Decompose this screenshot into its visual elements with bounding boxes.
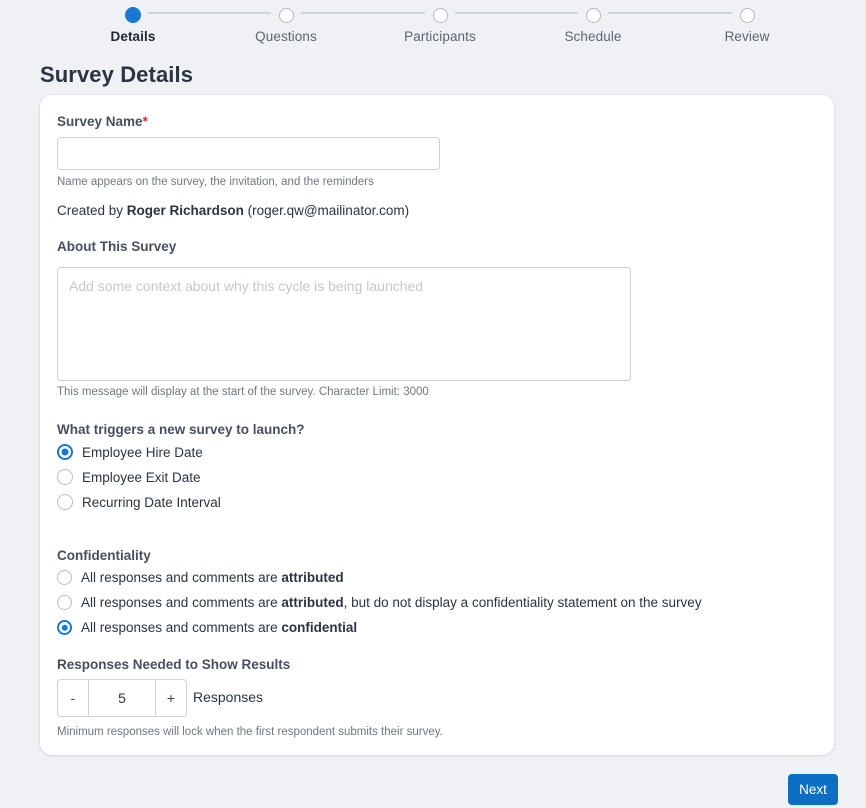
- survey-name-helper: Name appears on the survey, the invitati…: [57, 176, 374, 188]
- radio-confidentiality-attributed[interactable]: All responses and comments are attribute…: [57, 570, 344, 585]
- survey-details-card: Survey Name* Name appears on the survey,…: [40, 95, 834, 755]
- stepper-label-review: Review: [724, 29, 770, 44]
- trigger-group-title: What triggers a new survey to launch?: [57, 422, 305, 437]
- stepper-step-review[interactable]: Review: [677, 5, 817, 44]
- radio-indicator-hire-date: [57, 444, 73, 460]
- radio-label-hire-date: Employee Hire Date: [82, 444, 203, 460]
- created-by-prefix: Created by: [57, 203, 127, 218]
- about-survey-textarea[interactable]: [57, 267, 631, 381]
- about-survey-label: About This Survey: [57, 239, 177, 254]
- stepper-label-schedule: Schedule: [564, 29, 622, 44]
- responses-unit-label: Responses: [193, 689, 264, 705]
- radio-label-attributed: All responses and comments are attribute…: [81, 570, 344, 585]
- radio-indicator-confidential: [57, 620, 72, 635]
- stepper-circle-questions: [216, 5, 356, 25]
- radio-label-confidential: All responses and comments are confident…: [81, 620, 358, 635]
- radio-recurring-date-interval[interactable]: Recurring Date Interval: [57, 494, 221, 510]
- responses-needed-title: Responses Needed to Show Results: [57, 657, 291, 672]
- confidentiality-group-title: Confidentiality: [57, 548, 151, 563]
- stepper-connector-4: [608, 12, 732, 14]
- radio-indicator-recurring: [57, 494, 73, 510]
- stepper-circle-details: [63, 5, 203, 25]
- stepper-step-schedule[interactable]: Schedule: [523, 5, 663, 44]
- radio-employee-exit-date[interactable]: Employee Exit Date: [57, 469, 201, 485]
- stepper-step-details[interactable]: Details: [63, 5, 203, 44]
- survey-name-label: Survey Name*: [57, 114, 148, 129]
- radio-indicator-attributed-no-statement: [57, 595, 72, 610]
- created-by-line: Created by Roger Richardson (roger.qw@ma…: [57, 203, 409, 218]
- radio-label-attributed-no-statement: All responses and comments are attribute…: [81, 595, 702, 610]
- decrement-button[interactable]: -: [57, 679, 88, 717]
- next-button[interactable]: Next: [788, 774, 838, 805]
- stepper-circle-schedule: [523, 5, 663, 25]
- radio-label-exit-date: Employee Exit Date: [82, 469, 201, 485]
- responses-needed-stepper: - 5 +: [57, 679, 187, 717]
- stepper-connector-2: [301, 12, 425, 14]
- radio-label-recurring: Recurring Date Interval: [82, 494, 221, 510]
- wizard-stepper: Details Questions Participants Schedule …: [0, 0, 866, 52]
- stepper-step-participants[interactable]: Participants: [370, 5, 510, 44]
- radio-confidentiality-confidential[interactable]: All responses and comments are confident…: [57, 620, 357, 635]
- responses-needed-helper: Minimum responses will lock when the fir…: [57, 726, 443, 738]
- responses-needed-value[interactable]: 5: [88, 679, 156, 717]
- required-asterisk: *: [142, 114, 148, 129]
- survey-name-label-text: Survey Name: [57, 114, 143, 129]
- stepper-label-details: Details: [110, 29, 156, 44]
- created-by-name: Roger Richardson: [126, 203, 244, 218]
- about-survey-helper: This message will display at the start o…: [57, 386, 429, 398]
- stepper-step-questions[interactable]: Questions: [216, 5, 356, 44]
- stepper-circle-participants: [370, 5, 510, 25]
- page-title: Survey Details: [40, 62, 194, 87]
- increment-button[interactable]: +: [156, 679, 187, 717]
- stepper-connector-3: [455, 12, 578, 14]
- survey-name-input[interactable]: [57, 137, 440, 170]
- created-by-email: (roger.qw@mailinator.com): [243, 203, 410, 218]
- stepper-connector-1: [148, 12, 271, 14]
- radio-employee-hire-date[interactable]: Employee Hire Date: [57, 444, 203, 460]
- radio-confidentiality-attributed-no-statement[interactable]: All responses and comments are attribute…: [57, 595, 702, 610]
- stepper-label-participants: Participants: [404, 29, 476, 44]
- radio-indicator-attributed: [57, 570, 72, 585]
- radio-indicator-exit-date: [57, 469, 73, 485]
- stepper-label-questions: Questions: [255, 29, 317, 44]
- stepper-circle-review: [677, 5, 817, 25]
